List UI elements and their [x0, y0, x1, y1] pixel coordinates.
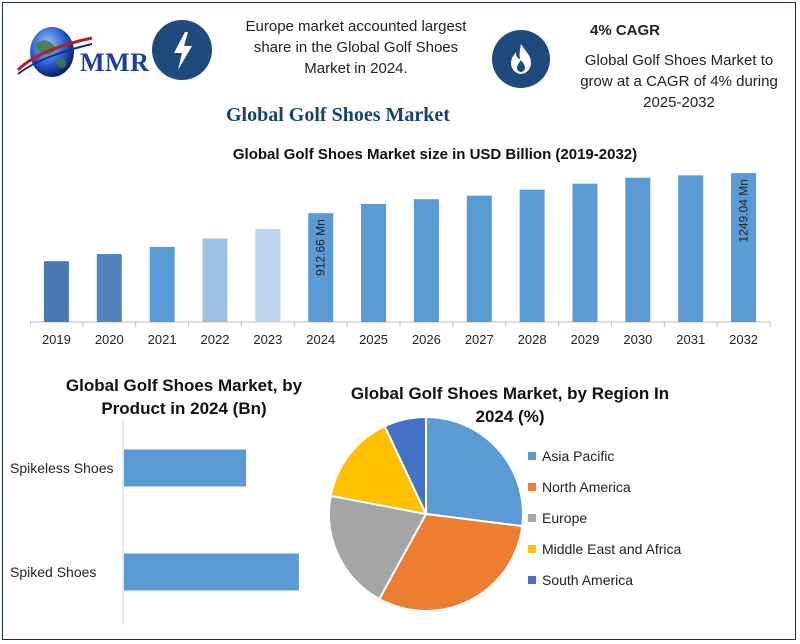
lightning-bolt-icon: [152, 20, 212, 80]
bar-spikeless-shoes: [124, 449, 247, 487]
x-tick-label: 2027: [465, 332, 494, 347]
globe-icon: [16, 27, 93, 77]
data-label: 1249.04 Mn: [737, 179, 751, 242]
bar-2019: [43, 261, 69, 322]
bar-2029: [572, 183, 598, 322]
bar-2028: [519, 189, 545, 322]
cagr-note: Global Golf Shoes Market to grow at a CA…: [580, 52, 778, 111]
x-tick-label: 2020: [95, 332, 124, 347]
x-tick-label: 2025: [359, 332, 388, 347]
slice-europe: [328, 494, 428, 601]
legend-label: North America: [542, 479, 631, 495]
market-size-chart-title: Global Golf Shoes Market size in USD Bil…: [232, 146, 638, 163]
legend-swatch: [528, 514, 536, 522]
bar-2022: [202, 238, 228, 322]
x-tick-label: 2032: [729, 332, 758, 347]
legend-swatch: [528, 576, 536, 584]
bar-2026: [413, 199, 439, 322]
bar-2032: [731, 173, 757, 322]
data-label: 912.66 Mn: [314, 219, 328, 276]
legend-label: Asia Pacific: [542, 448, 614, 464]
x-tick-label: 2030: [623, 332, 652, 347]
legend-label: Middle East and Africa: [542, 541, 682, 557]
x-tick-label: 2019: [42, 332, 71, 347]
bar-2030: [625, 177, 651, 322]
legend-swatch: [528, 452, 536, 460]
bar-2027: [466, 195, 492, 322]
legend-label: Europe: [542, 510, 587, 526]
legend-swatch: [528, 483, 536, 491]
bar-2024: [308, 213, 334, 322]
region-pie-chart: Asia Pacific North America Europe Middle Ea…: [328, 418, 682, 612]
slice-north-america: [377, 512, 524, 612]
category-label: Spikeless Shoes: [10, 460, 114, 476]
bar-2021: [149, 246, 175, 322]
slice-south-america: [383, 418, 427, 515]
bar-2023: [255, 229, 281, 322]
product-chart-title: Global Golf Shoes Market, by Product in …: [65, 376, 303, 418]
category-label: Spiked Shoes: [10, 564, 96, 580]
region-chart-title: Global Golf Shoes Market, by Region In 2…: [350, 384, 670, 426]
x-tick-label: 2022: [201, 332, 230, 347]
bar-2020: [96, 254, 122, 322]
x-tick-label: 2028: [518, 332, 547, 347]
slice-middle-east-and-africa: [329, 424, 428, 516]
x-tick-label: 2021: [148, 332, 177, 347]
logo-text: MMR: [80, 48, 150, 77]
logo: MMR: [14, 14, 164, 84]
bar-2025: [361, 203, 387, 322]
main-title: Global Golf Shoes Market: [226, 104, 450, 126]
slice-asia-pacific: [425, 418, 524, 528]
bar-spiked-shoes: [124, 553, 299, 591]
europe-share-note: Europe market accounted largest share in…: [245, 18, 467, 77]
cagr-title: 4% CAGR: [590, 22, 661, 39]
x-tick-label: 2031: [676, 332, 705, 347]
product-bar-chart: Spikeless Shoes Spiked Shoes: [10, 420, 299, 625]
x-tick-label: 2026: [412, 332, 441, 347]
x-tick-label: 2029: [571, 332, 600, 347]
flame-icon: [492, 30, 550, 88]
bar-2031: [678, 175, 704, 322]
legend-label: South America: [542, 572, 633, 588]
legend-swatch: [528, 545, 536, 553]
x-tick-label: 2023: [253, 332, 282, 347]
x-tick-label: 2024: [306, 332, 335, 347]
market-size-bar-chart: 2019 2020 2021 2022 2023 2024 912.66 Mn 2025 202…: [30, 173, 771, 347]
